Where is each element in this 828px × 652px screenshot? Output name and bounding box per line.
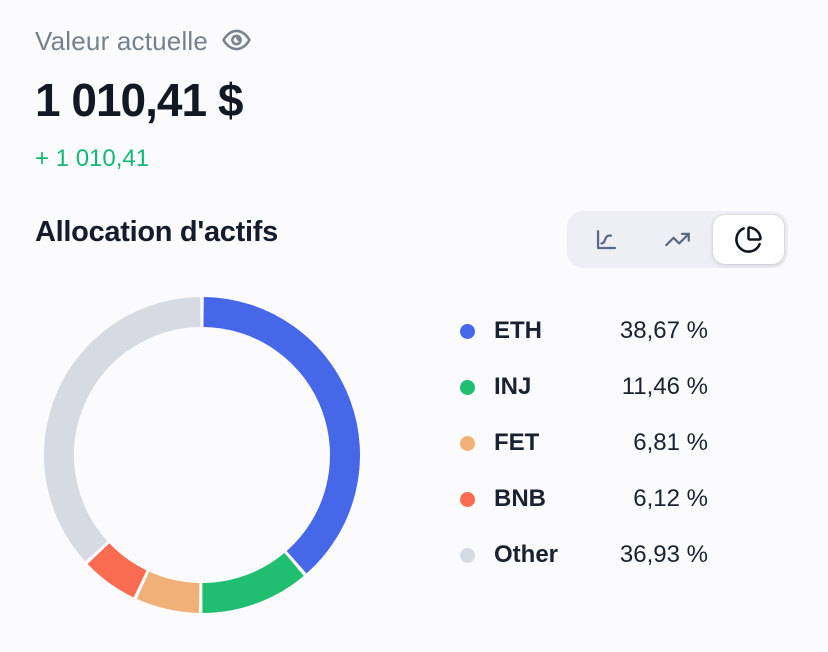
legend-label: INJ <box>494 373 532 400</box>
legend-label: BNB <box>494 485 546 512</box>
portfolio-change: + 1 010,41 <box>35 145 150 172</box>
legend-dot-bnb <box>460 491 475 507</box>
legend-dot-fet <box>460 435 475 451</box>
donut-segment-bnb[interactable] <box>87 543 147 598</box>
line-chart-tab[interactable] <box>571 215 642 264</box>
pie-chart-icon <box>734 225 763 254</box>
legend-label: FET <box>494 429 540 456</box>
legend-item-bnb: BNB 6,12 % <box>460 471 708 527</box>
donut-segment-other[interactable] <box>44 297 201 562</box>
legend-label: ETH <box>494 317 542 344</box>
chart-type-toggle <box>567 211 788 268</box>
legend-item-other: Other 36,93 % <box>460 527 708 583</box>
eye-icon <box>220 24 253 59</box>
portfolio-value: 1 010,41 $ <box>35 74 243 126</box>
legend-value: 11,46 % <box>621 373 708 400</box>
chart-legend: ETH 38,67 % INJ 11,46 % FET 6,81 % BNB 6,12 % Ot… <box>460 303 708 583</box>
current-value-label: Valeur actuelle <box>35 26 209 56</box>
allocation-title: Allocation d'actifs <box>35 216 278 248</box>
legend-dot-eth <box>460 323 475 339</box>
visibility-toggle-button[interactable] <box>220 24 253 59</box>
legend-value: 6,12 % <box>633 485 708 512</box>
legend-item-inj: INJ 11,46 % <box>460 359 708 415</box>
legend-item-fet: FET 6,81 % <box>460 415 708 471</box>
legend-item-eth: ETH 38,67 % <box>460 303 708 359</box>
legend-value: 6,81 % <box>633 429 708 456</box>
donut-segment-fet[interactable] <box>136 571 200 613</box>
legend-value: 38,67 % <box>619 317 708 344</box>
legend-dot-other <box>460 547 475 563</box>
donut-segment-inj[interactable] <box>201 552 304 613</box>
donut-chart-svg <box>44 297 360 613</box>
legend-dot-inj <box>460 379 475 395</box>
donut-segment-eth[interactable] <box>203 297 360 574</box>
trending-up-icon <box>664 226 691 253</box>
legend-value: 36,93 % <box>619 541 708 568</box>
allocation-donut-chart <box>44 297 360 613</box>
portfolio-header: Valeur actuelle 1 010,41 $ + 1 010,41 <box>35 24 253 173</box>
line-chart-icon <box>593 226 620 253</box>
trend-chart-tab[interactable] <box>642 215 713 264</box>
pie-chart-tab[interactable] <box>713 215 784 264</box>
legend-label: Other <box>494 541 559 568</box>
